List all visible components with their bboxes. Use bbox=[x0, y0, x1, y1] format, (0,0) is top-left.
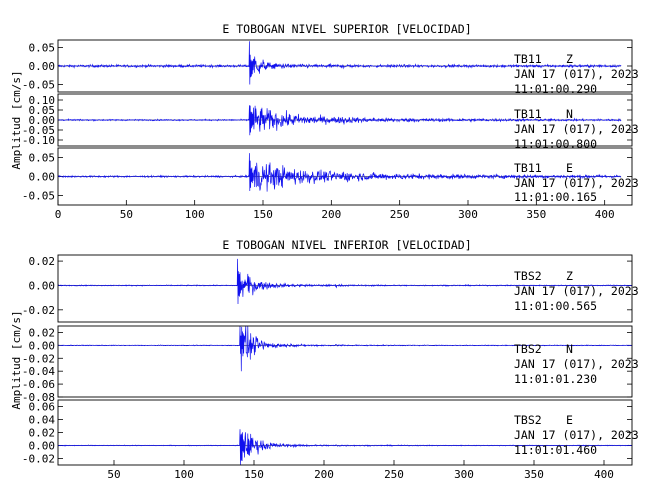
y-tick-label: -0.02 bbox=[22, 304, 55, 317]
component-label: N bbox=[566, 107, 573, 121]
y-tick-label: -0.02 bbox=[22, 352, 55, 365]
y-tick-label: 0.00 bbox=[29, 114, 56, 127]
component-label: Z bbox=[566, 269, 573, 283]
panel-frame bbox=[57, 399, 633, 466]
y-tick-label: 0.02 bbox=[29, 255, 56, 268]
panel-frame bbox=[57, 93, 633, 147]
x-axis-superior: 0 50 100 150 200 250 300 350 400 bbox=[55, 200, 615, 221]
panel-tbs2-z: 0.020.00-0.02 TBS2 Z JAN 17 (017), 2023 … bbox=[22, 254, 639, 323]
x-tick-label: 300 bbox=[454, 468, 474, 481]
y-tick-label: 0.05 bbox=[29, 104, 56, 117]
waveform-tbs2-n bbox=[58, 325, 632, 372]
y-tick-label: 0.04 bbox=[29, 414, 56, 427]
date-label: JAN 17 (017), 2023 bbox=[514, 67, 639, 81]
time-label: 11:01:01.460 bbox=[514, 443, 597, 457]
figure-title-superior: E TOBOGAN NIVEL SUPERIOR [VELOCIDAD] bbox=[222, 22, 471, 36]
panel-tbs2-e: 0.060.040.020.00-0.02 TBS2 E JAN 17 (017… bbox=[22, 399, 639, 466]
y-tick-label: 0.00 bbox=[29, 279, 56, 292]
time-label: 11:01:01.230 bbox=[514, 372, 597, 386]
y-tick-label: 0.02 bbox=[29, 427, 56, 440]
x-tick-label: 300 bbox=[458, 208, 478, 221]
x-tick-label: 350 bbox=[526, 208, 546, 221]
panel-frame bbox=[57, 325, 633, 398]
y-tick-label: -0.05 bbox=[22, 190, 55, 203]
station-label: TBS2 bbox=[514, 269, 542, 283]
x-tick-label: 100 bbox=[185, 208, 205, 221]
waveform-tb11-n bbox=[58, 105, 622, 136]
time-label: 11:01:00.800 bbox=[514, 137, 597, 151]
y-tick-label: -0.05 bbox=[22, 79, 55, 92]
x-tick-label: 400 bbox=[595, 208, 615, 221]
y-tick-label: -0.04 bbox=[22, 365, 55, 378]
y-tick-label: 0.05 bbox=[29, 152, 56, 165]
x-tick-label: 350 bbox=[524, 468, 544, 481]
x-tick-label: 250 bbox=[384, 468, 404, 481]
y-tick-label: 0.05 bbox=[29, 41, 56, 54]
station-label: TBS2 bbox=[514, 413, 542, 427]
ylabel-inferior: Amplitud [cm/s] bbox=[10, 310, 23, 409]
panel-frame bbox=[57, 254, 633, 323]
x-tick-label: 200 bbox=[321, 208, 341, 221]
x-tick-label: 0 bbox=[55, 208, 62, 221]
date-label: JAN 17 (017), 2023 bbox=[514, 357, 639, 371]
date-label: JAN 17 (017), 2023 bbox=[514, 428, 639, 442]
station-label: TB11 bbox=[514, 107, 542, 121]
y-tick-label: -0.05 bbox=[22, 124, 55, 137]
x-tick-label: 150 bbox=[253, 208, 273, 221]
station-label: TB11 bbox=[514, 161, 542, 175]
component-label: Z bbox=[566, 52, 573, 66]
x-tick-label: 400 bbox=[594, 468, 614, 481]
station-label: TBS2 bbox=[514, 342, 542, 356]
time-label: 11:01:00.565 bbox=[514, 299, 597, 313]
panel-tb11-e: 0.050.00-0.05 TB11 E JAN 17 (017), 2023 … bbox=[22, 147, 639, 206]
x-tick-label: 50 bbox=[107, 468, 120, 481]
date-label: JAN 17 (017), 2023 bbox=[514, 284, 639, 298]
waveform-tbs2-e bbox=[58, 429, 633, 466]
waveform-tb11-e bbox=[58, 153, 622, 192]
y-tick-label: 0.00 bbox=[29, 171, 56, 184]
y-tick-label: 0.10 bbox=[29, 94, 56, 107]
panel-frame bbox=[57, 147, 633, 206]
y-tick-label: -0.02 bbox=[22, 453, 55, 466]
y-tick-label: -0.10 bbox=[22, 134, 55, 147]
component-label: N bbox=[566, 342, 573, 356]
y-tick-label: -0.08 bbox=[22, 391, 55, 404]
date-label: JAN 17 (017), 2023 bbox=[514, 176, 639, 190]
time-label: 11:01:00.290 bbox=[514, 82, 597, 96]
station-label: TB11 bbox=[514, 52, 542, 66]
y-tick-label: 0.00 bbox=[29, 339, 56, 352]
x-tick-label: 200 bbox=[314, 468, 334, 481]
x-tick-label: 100 bbox=[174, 468, 194, 481]
panel-tb11-z: 0.050.00-0.05 TB11 Z JAN 17 (017), 2023 … bbox=[22, 39, 639, 96]
x-tick-label: 250 bbox=[390, 208, 410, 221]
component-label: E bbox=[566, 161, 573, 175]
x-tick-label: 150 bbox=[244, 468, 264, 481]
y-tick-label: -0.06 bbox=[22, 378, 55, 391]
panel-tb11-n: 0.100.050.00-0.05-0.10 TB11 N JAN 17 (01… bbox=[22, 93, 639, 151]
x-axis-inferior: 50 100 150 200 250 300 350 400 bbox=[107, 460, 614, 481]
date-label: JAN 17 (017), 2023 bbox=[514, 122, 639, 136]
figure-title-inferior: E TOBOGAN NIVEL INFERIOR [VELOCIDAD] bbox=[222, 238, 471, 252]
component-label: E bbox=[566, 413, 573, 427]
y-tick-label: 0.00 bbox=[29, 60, 56, 73]
x-tick-label: 50 bbox=[120, 208, 133, 221]
ylabel-superior: Amplitud [cm/s] bbox=[10, 70, 23, 169]
y-tick-label: 0.06 bbox=[29, 401, 56, 414]
time-label: 11:01:00.165 bbox=[514, 190, 597, 204]
y-tick-label: 0.02 bbox=[29, 326, 56, 339]
panel-tbs2-n: 0.020.00-0.02-0.04-0.06-0.08 TBS2 N JAN … bbox=[22, 325, 639, 404]
waveform-tb11-z bbox=[57, 41, 622, 85]
waveform-tbs2-z bbox=[57, 258, 633, 305]
panel-frame bbox=[57, 39, 633, 93]
y-tick-label: 0.00 bbox=[29, 440, 56, 453]
